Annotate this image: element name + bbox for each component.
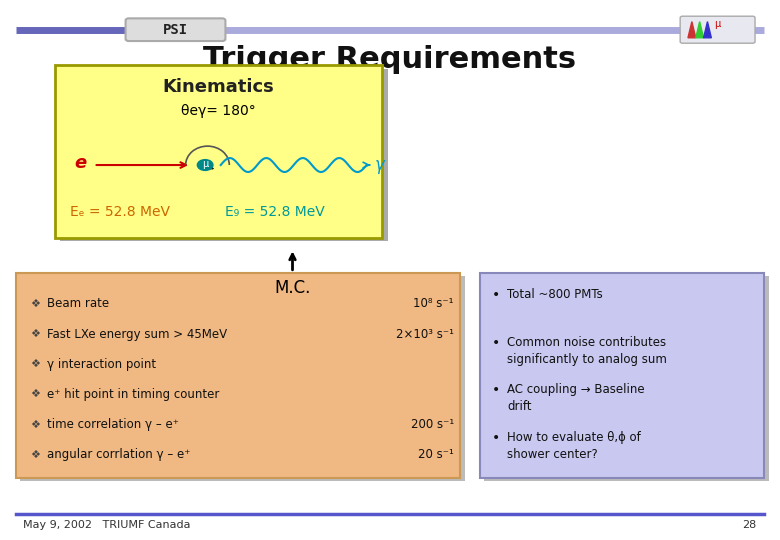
Text: 20 s⁻¹: 20 s⁻¹ — [418, 448, 454, 461]
FancyBboxPatch shape — [680, 16, 755, 43]
Text: May 9, 2002   TRIUMF Canada: May 9, 2002 TRIUMF Canada — [23, 520, 191, 530]
Text: Kinematics: Kinematics — [162, 78, 275, 96]
Text: ❖: ❖ — [30, 299, 40, 309]
Text: •: • — [491, 335, 500, 349]
Text: 200 s⁻¹: 200 s⁻¹ — [411, 418, 454, 431]
Text: Trigger Requirements: Trigger Requirements — [204, 45, 576, 74]
Text: AC coupling → Baseline
drift: AC coupling → Baseline drift — [507, 383, 644, 413]
Text: 28: 28 — [743, 520, 757, 530]
Text: 2×10³ s⁻¹: 2×10³ s⁻¹ — [396, 328, 454, 341]
FancyBboxPatch shape — [16, 273, 460, 478]
Text: PSI: PSI — [163, 23, 188, 37]
Text: E₉ = 52.8 MeV: E₉ = 52.8 MeV — [225, 205, 324, 219]
Polygon shape — [696, 22, 704, 38]
Text: Beam rate: Beam rate — [47, 298, 109, 310]
Polygon shape — [704, 22, 711, 38]
Text: Common noise contributes
significantly to analog sum: Common noise contributes significantly t… — [507, 335, 667, 366]
Circle shape — [197, 160, 213, 171]
Text: e⁺ hit point in timing counter: e⁺ hit point in timing counter — [47, 388, 219, 401]
Text: •: • — [491, 383, 500, 397]
FancyBboxPatch shape — [484, 276, 769, 481]
Text: e: e — [74, 154, 87, 172]
Text: Total ~800 PMTs: Total ~800 PMTs — [507, 288, 603, 301]
Text: ❖: ❖ — [30, 420, 40, 430]
Text: ❖: ❖ — [30, 359, 40, 369]
Text: angular corrlation γ – e⁺: angular corrlation γ – e⁺ — [47, 448, 190, 461]
FancyBboxPatch shape — [126, 18, 225, 41]
Text: •: • — [491, 431, 500, 445]
Text: 10⁸ s⁻¹: 10⁸ s⁻¹ — [413, 298, 454, 310]
Text: γ: γ — [374, 156, 385, 174]
FancyBboxPatch shape — [55, 65, 382, 238]
Text: μ: μ — [202, 159, 208, 170]
FancyBboxPatch shape — [20, 276, 465, 481]
FancyBboxPatch shape — [60, 69, 388, 241]
Text: Eₑ = 52.8 MeV: Eₑ = 52.8 MeV — [70, 205, 170, 219]
Text: ❖: ❖ — [30, 329, 40, 339]
Text: How to evaluate θ,ϕ of
shower center?: How to evaluate θ,ϕ of shower center? — [507, 431, 640, 461]
Text: γ interaction point: γ interaction point — [47, 358, 156, 371]
Text: time correlation γ – e⁺: time correlation γ – e⁺ — [47, 418, 179, 431]
Text: ❖: ❖ — [30, 389, 40, 400]
Text: •: • — [491, 288, 500, 302]
Text: θeγ= 180°: θeγ= 180° — [181, 104, 256, 118]
Text: Fast LXe energy sum > 45MeV: Fast LXe energy sum > 45MeV — [47, 328, 227, 341]
Text: μ: μ — [714, 19, 721, 29]
Polygon shape — [688, 22, 696, 38]
FancyBboxPatch shape — [480, 273, 764, 478]
Text: ❖: ❖ — [30, 450, 40, 460]
Text: M.C.: M.C. — [275, 279, 310, 297]
